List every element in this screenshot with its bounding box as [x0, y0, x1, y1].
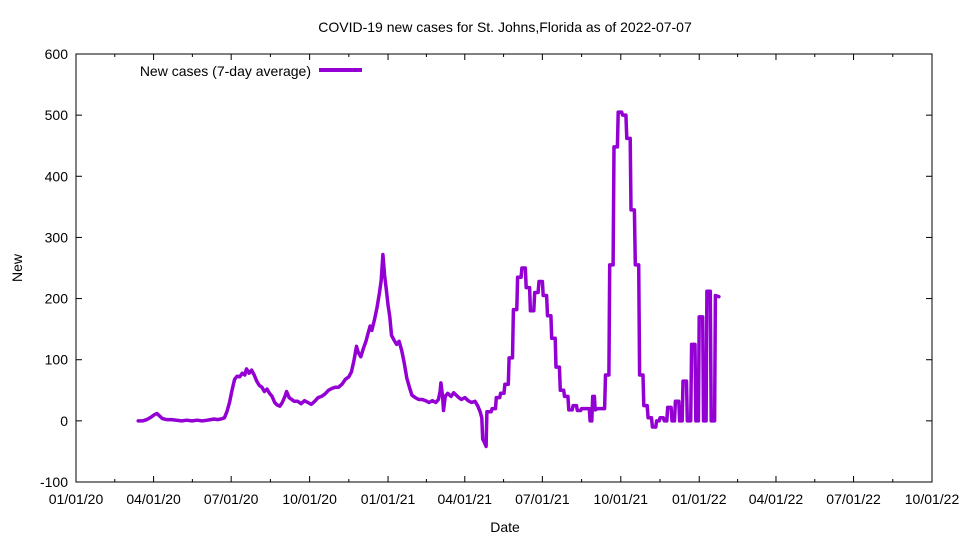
x-tick-label: 10/01/20: [282, 491, 337, 507]
y-tick-label: 400: [45, 168, 69, 184]
x-axis-label: Date: [490, 519, 520, 535]
x-tick-label: 01/01/20: [49, 491, 104, 507]
y-tick-label: 0: [60, 413, 68, 429]
y-tick-label: 100: [45, 352, 69, 368]
y-tick-label: 500: [45, 107, 69, 123]
x-tick-label: 07/01/22: [826, 491, 881, 507]
y-tick-label: -100: [40, 474, 68, 490]
y-tick-label: 600: [45, 46, 69, 62]
x-tick-label: 10/01/22: [905, 491, 960, 507]
x-tick-label: 01/01/21: [361, 491, 416, 507]
legend-label: New cases (7-day average): [140, 63, 311, 79]
y-axis-label: New: [9, 253, 25, 282]
legend: New cases (7-day average): [140, 63, 362, 79]
x-tick-label: 04/01/21: [438, 491, 493, 507]
x-tick-label: 07/01/21: [515, 491, 570, 507]
x-tick-label: 01/01/22: [672, 491, 727, 507]
series-line: [136, 110, 721, 449]
x-tick-label: 07/01/20: [204, 491, 259, 507]
plot-frame: [75, 53, 933, 483]
x-tick-label: 10/01/21: [594, 491, 649, 507]
y-tick-label: 200: [45, 291, 69, 307]
chart-title: COVID-19 new cases for St. Johns,Florida…: [318, 19, 692, 35]
x-tick-label: 04/01/20: [126, 491, 181, 507]
y-tick-label: 300: [45, 229, 69, 245]
x-tick-label: 04/01/22: [749, 491, 804, 507]
